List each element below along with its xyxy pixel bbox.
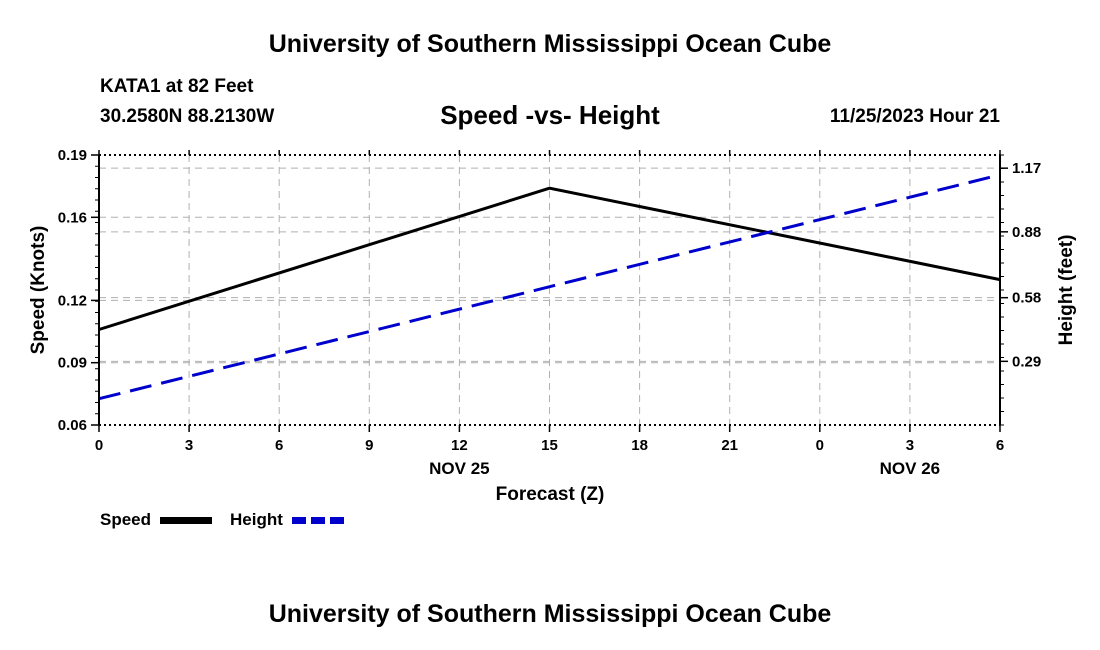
y-tick-label: 0.09 xyxy=(58,355,87,372)
y-tick-label: 0.12 xyxy=(58,292,87,309)
footer-title: University of Southern Mississippi Ocean… xyxy=(268,600,832,628)
x-tick-label: 0 xyxy=(95,437,103,454)
y-axis-label: Speed (Knots) xyxy=(28,226,49,355)
x-tick-label: 6 xyxy=(275,437,283,454)
speed-height-chart: Speed -vs- Height 0 3 6 9 12 15 18 21 0 3 6 NOV 25 N… xyxy=(28,100,1077,505)
y2-tick-label: 1.17 xyxy=(1012,160,1041,177)
x-date-label: NOV 25 xyxy=(429,459,489,478)
forecast-datetime: 11/25/2023 Hour 21 xyxy=(829,106,1000,127)
y-tick-label: 0.19 xyxy=(58,147,87,164)
y2-tick-label: 0.58 xyxy=(1012,290,1041,307)
y2-tick-label: 0.29 xyxy=(1012,353,1041,370)
legend-height-swatch xyxy=(292,517,344,524)
legend-speed-swatch xyxy=(160,517,212,524)
y2-axis-label: Height (feet) xyxy=(1056,235,1077,346)
x-axis-label: Forecast (Z) xyxy=(496,484,605,505)
series-line-speed xyxy=(98,186,1001,331)
x-date-label: NOV 26 xyxy=(880,459,940,478)
chart-title: Speed -vs- Height xyxy=(440,100,660,130)
y-tick-label: 0.16 xyxy=(58,209,87,226)
station-coords: 30.2580N 88.2130W xyxy=(100,106,275,127)
page-title: University of Southern Mississippi Ocean… xyxy=(268,30,832,58)
legend-height-label: Height xyxy=(230,510,283,529)
x-tick-label: 3 xyxy=(906,437,914,454)
x-tick-label: 9 xyxy=(365,437,373,454)
series-line-height xyxy=(98,173,1001,401)
series-layer xyxy=(98,173,1001,401)
x-tick-label: 0 xyxy=(816,437,824,454)
y-tick-label: 0.06 xyxy=(58,417,87,434)
x-tick-label: 6 xyxy=(996,437,1004,454)
axis-layer: 0 3 6 9 12 15 18 21 0 3 6 NOV 25 NOV 26 0.06 0.09 0.12 0… xyxy=(58,147,1041,478)
grid xyxy=(99,155,1000,425)
x-tick-label: 3 xyxy=(185,437,193,454)
x-tick-label: 21 xyxy=(721,437,738,454)
legend-speed-label: Speed xyxy=(100,510,152,529)
station-label: KATA1 at 82 Feet xyxy=(100,76,254,97)
x-tick-label: 12 xyxy=(451,437,468,454)
x-tick-label: 15 xyxy=(541,437,558,454)
x-tick-label: 18 xyxy=(631,437,648,454)
y2-tick-label: 0.88 xyxy=(1012,224,1041,241)
